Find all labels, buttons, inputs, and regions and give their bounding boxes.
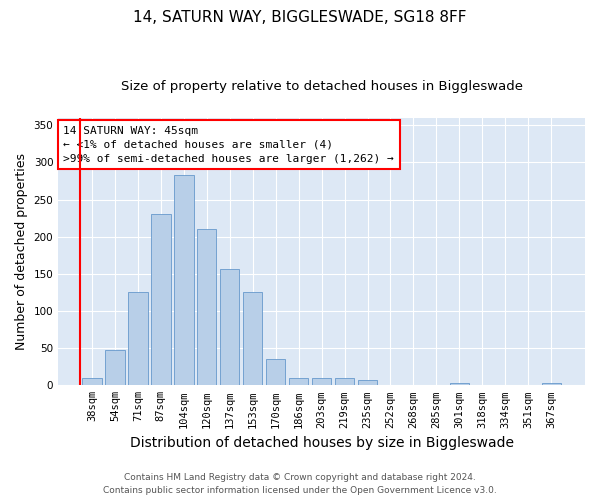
Bar [266,360,286,386]
Bar [449,383,469,386]
Bar [542,383,561,386]
Bar [358,380,377,386]
Bar [243,292,262,386]
Bar [128,292,148,386]
Bar [335,378,355,386]
Text: 14 SATURN WAY: 45sqm
← <1% of detached houses are smaller (4)
>99% of semi-detac: 14 SATURN WAY: 45sqm ← <1% of detached h… [64,126,394,164]
Bar [312,378,331,386]
X-axis label: Distribution of detached houses by size in Biggleswade: Distribution of detached houses by size … [130,436,514,450]
Bar [289,378,308,386]
Text: Contains HM Land Registry data © Crown copyright and database right 2024.
Contai: Contains HM Land Registry data © Crown c… [103,474,497,495]
Bar [174,175,194,386]
Bar [197,229,217,386]
Y-axis label: Number of detached properties: Number of detached properties [15,153,28,350]
Title: Size of property relative to detached houses in Biggleswade: Size of property relative to detached ho… [121,80,523,93]
Bar [220,268,239,386]
Bar [151,214,170,386]
Bar [82,378,101,386]
Bar [105,350,125,386]
Text: 14, SATURN WAY, BIGGLESWADE, SG18 8FF: 14, SATURN WAY, BIGGLESWADE, SG18 8FF [133,10,467,25]
